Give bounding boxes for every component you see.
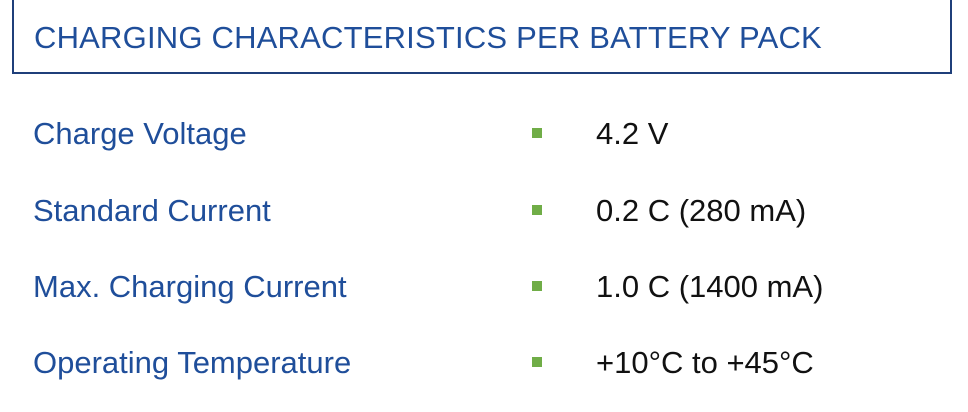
spec-label: Operating Temperature: [33, 345, 352, 380]
title-box: CHARGING CHARACTERISTICS PER BATTERY PAC…: [12, 0, 952, 74]
spec-value: 0.2 C (280 mA): [596, 193, 807, 228]
spec-label: Standard Current: [33, 193, 271, 228]
spec-value: +10°C to +45°C: [596, 345, 814, 380]
square-bullet-icon: [532, 281, 542, 291]
spec-row-operating-temperature: Operating Temperature +10°C to +45°C: [0, 345, 968, 385]
page-title: CHARGING CHARACTERISTICS PER BATTERY PAC…: [34, 20, 822, 55]
spec-label: Max. Charging Current: [33, 269, 347, 304]
spec-row-charge-voltage: Charge Voltage 4.2 V: [0, 116, 968, 156]
spec-value: 4.2 V: [596, 116, 669, 151]
square-bullet-icon: [532, 357, 542, 367]
square-bullet-icon: [532, 128, 542, 138]
spec-row-max-charging-current: Max. Charging Current 1.0 C (1400 mA): [0, 269, 968, 309]
spec-row-standard-current: Standard Current 0.2 C (280 mA): [0, 193, 968, 233]
square-bullet-icon: [532, 205, 542, 215]
spec-value: 1.0 C (1400 mA): [596, 269, 824, 304]
spec-label: Charge Voltage: [33, 116, 247, 151]
